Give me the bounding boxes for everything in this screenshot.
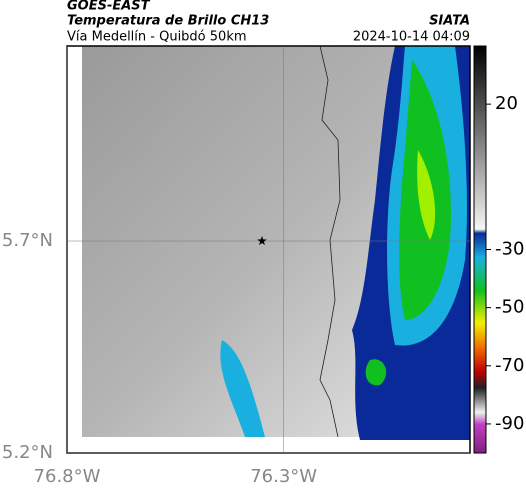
satellite-image	[82, 45, 470, 440]
lat-tick-label: 5.7°N	[2, 230, 53, 251]
timestamp: 2024-10-14 04:09	[353, 30, 470, 45]
colorbar-tick-label: -70	[495, 355, 524, 376]
title: Temperatura de Brillo CH13	[67, 14, 269, 29]
subtitle: Vía Medellín - Quibdó 50km	[67, 30, 247, 45]
colorbar-tick-label: -50	[495, 297, 524, 318]
colorbar-tick-label: -90	[495, 413, 524, 434]
colorbar-tick-label: -30	[495, 239, 524, 260]
lon-tick-label: 76.8°W	[34, 466, 101, 487]
colorbar	[473, 45, 487, 454]
location-marker	[257, 236, 267, 246]
source: GOES-EAST	[67, 0, 151, 14]
agency: SIATA	[429, 14, 470, 29]
lon-tick-label: 76.3°W	[250, 466, 317, 487]
lat-tick-label: 5.2°N	[2, 442, 53, 463]
colorbar-tick-label: 20	[495, 93, 518, 114]
